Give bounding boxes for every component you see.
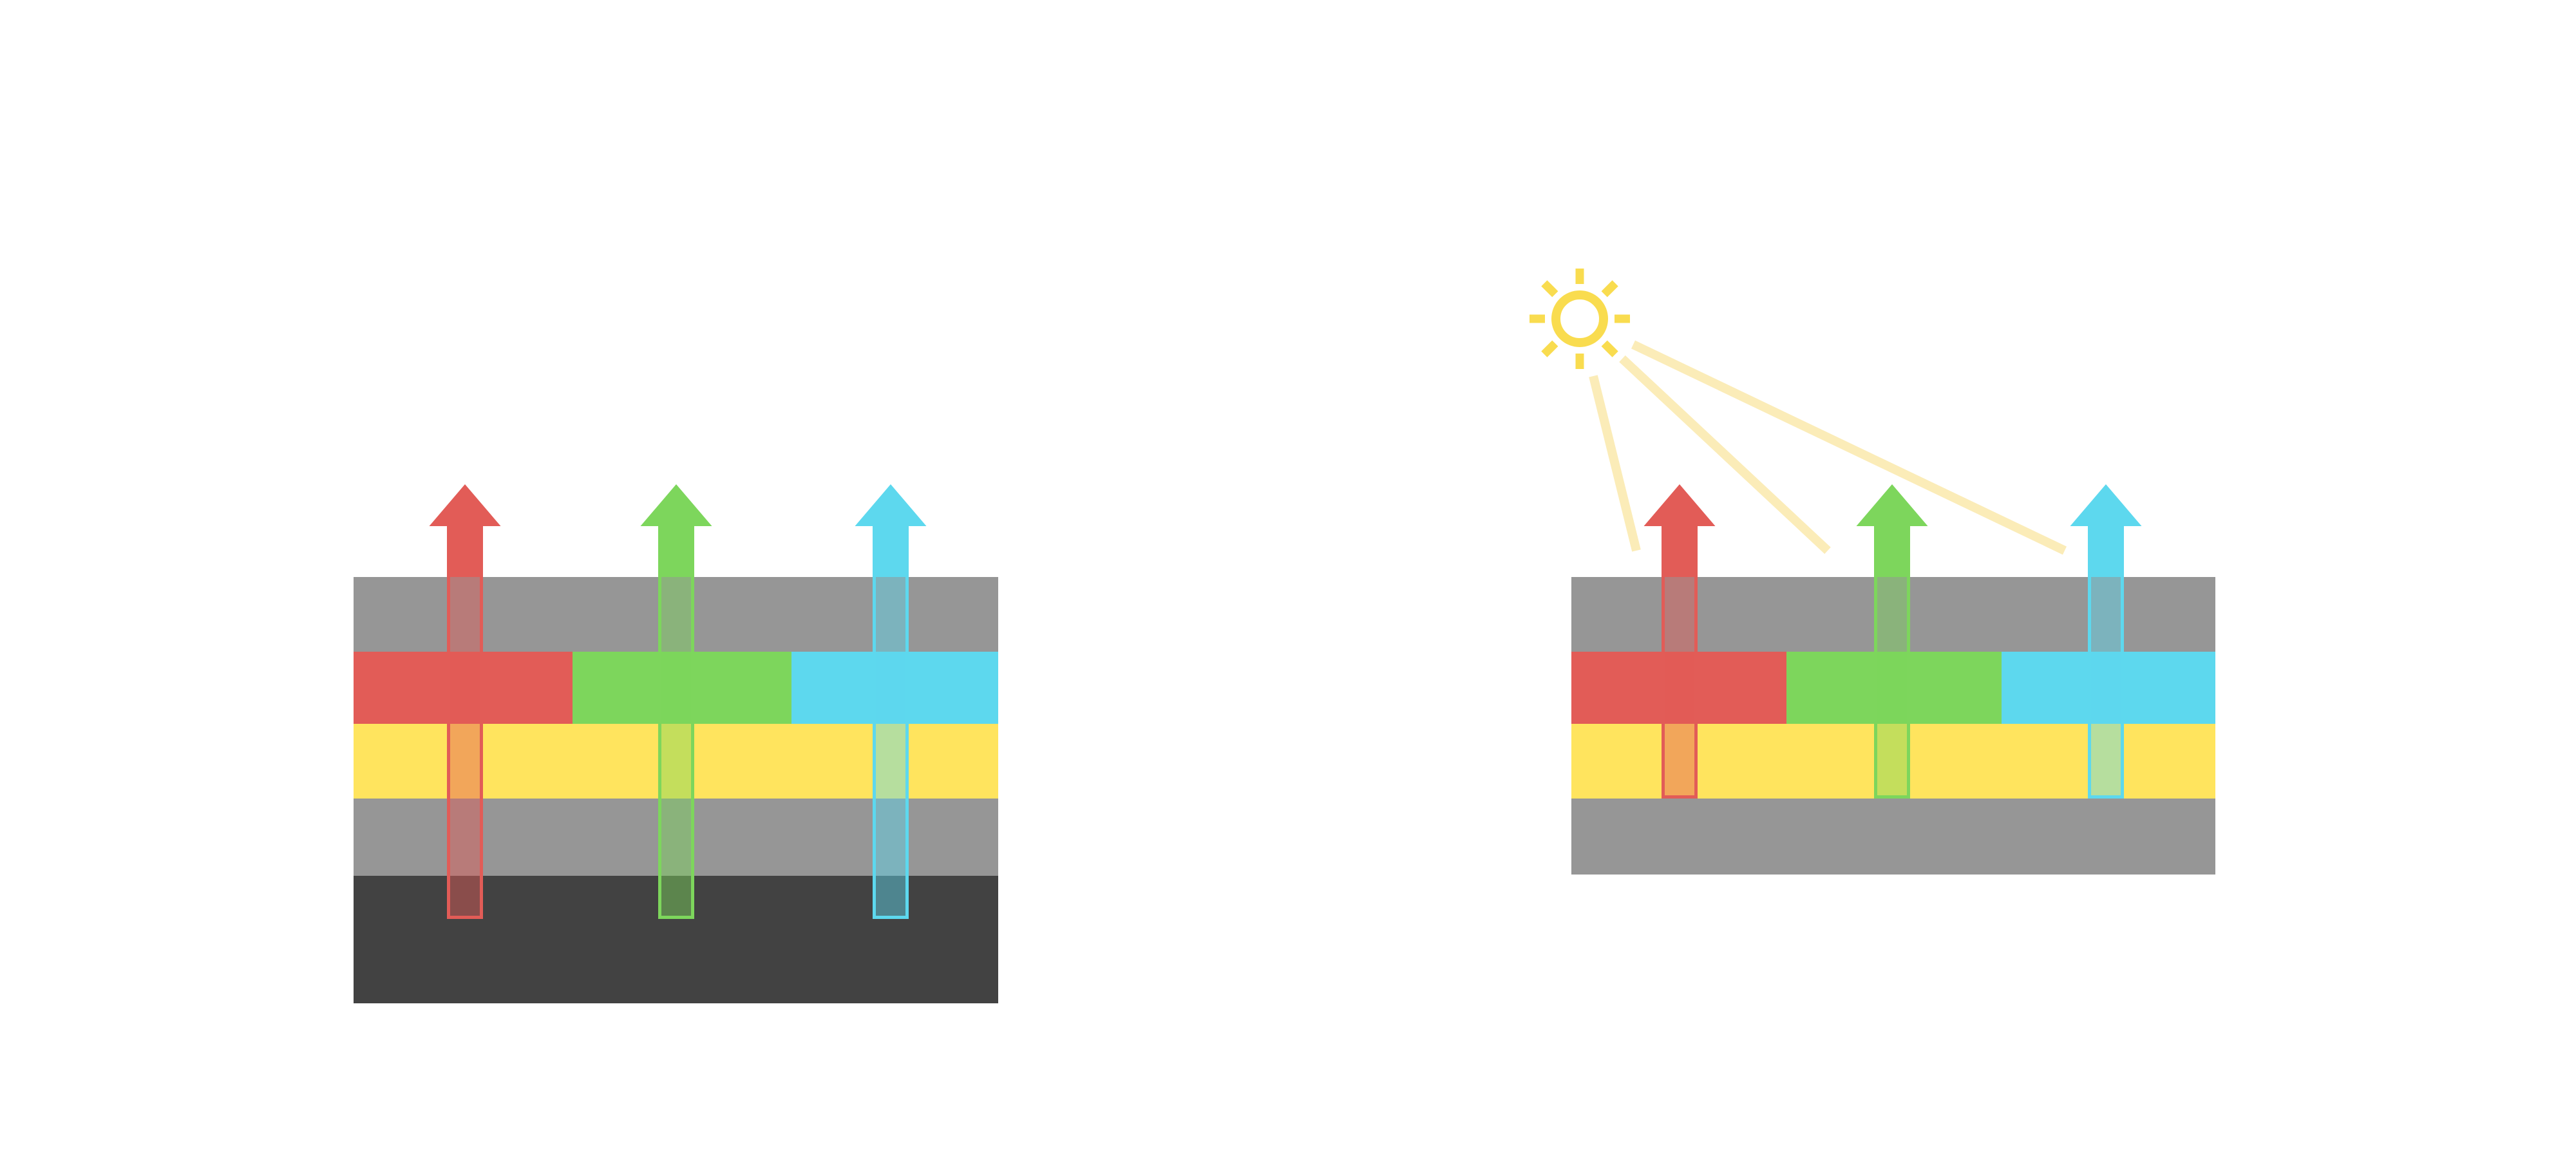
cyan-subpixel-segment [2002, 652, 2215, 724]
dark-backlight-layer [354, 876, 998, 1003]
sun-icon [1530, 269, 1630, 369]
cyan-light-arrow [2070, 484, 2142, 577]
sun-ray-tick [1601, 340, 1618, 357]
red-subpixel-segment [354, 652, 573, 724]
red-light-arrow [1643, 484, 1716, 577]
green-light-shaft [1874, 577, 1910, 799]
green-light-shaft-outline [658, 577, 694, 919]
cyan-subpixel-segment [791, 652, 998, 724]
red-light-shaft [447, 577, 483, 919]
green-light-shaft-outline [1874, 577, 1910, 799]
gray-top-layer [1571, 577, 2215, 652]
red-light-arrow [429, 484, 501, 577]
cyan-light-shaft [2088, 577, 2124, 799]
gray-bottom-layer [1571, 799, 2215, 875]
backlit-display-stack [354, 484, 998, 1003]
gray-top-layer [354, 577, 998, 652]
yellow-layer [1571, 724, 2215, 799]
cyan-light-arrow [855, 484, 927, 577]
green-subpixel-segment [573, 652, 791, 724]
cyan-light-shaft [873, 577, 909, 919]
green-light-shaft [658, 577, 694, 919]
sun-ray-tick [1541, 280, 1558, 298]
sun-ray-tick [1601, 280, 1618, 298]
sun-ray-tick [1541, 340, 1558, 357]
red-subpixel-segment [1571, 652, 1786, 724]
yellow-layer [354, 724, 998, 799]
sunbeam [1631, 340, 2067, 555]
sunlit-display-stack [1530, 269, 2215, 875]
cyan-light-shaft-outline [2088, 577, 2124, 799]
green-subpixel-segment [1786, 652, 2002, 724]
red-light-shaft [1662, 577, 1698, 799]
red-light-shaft-outline [447, 577, 483, 919]
red-light-shaft-outline [1662, 577, 1698, 799]
cyan-light-shaft-outline [873, 577, 909, 919]
gray-bottom-layer [354, 799, 998, 876]
green-light-arrow [1856, 484, 1928, 577]
sunbeam [1589, 375, 1641, 552]
green-light-arrow [640, 484, 712, 577]
sun-ring [1551, 290, 1608, 347]
sunbeam [1619, 355, 1831, 554]
